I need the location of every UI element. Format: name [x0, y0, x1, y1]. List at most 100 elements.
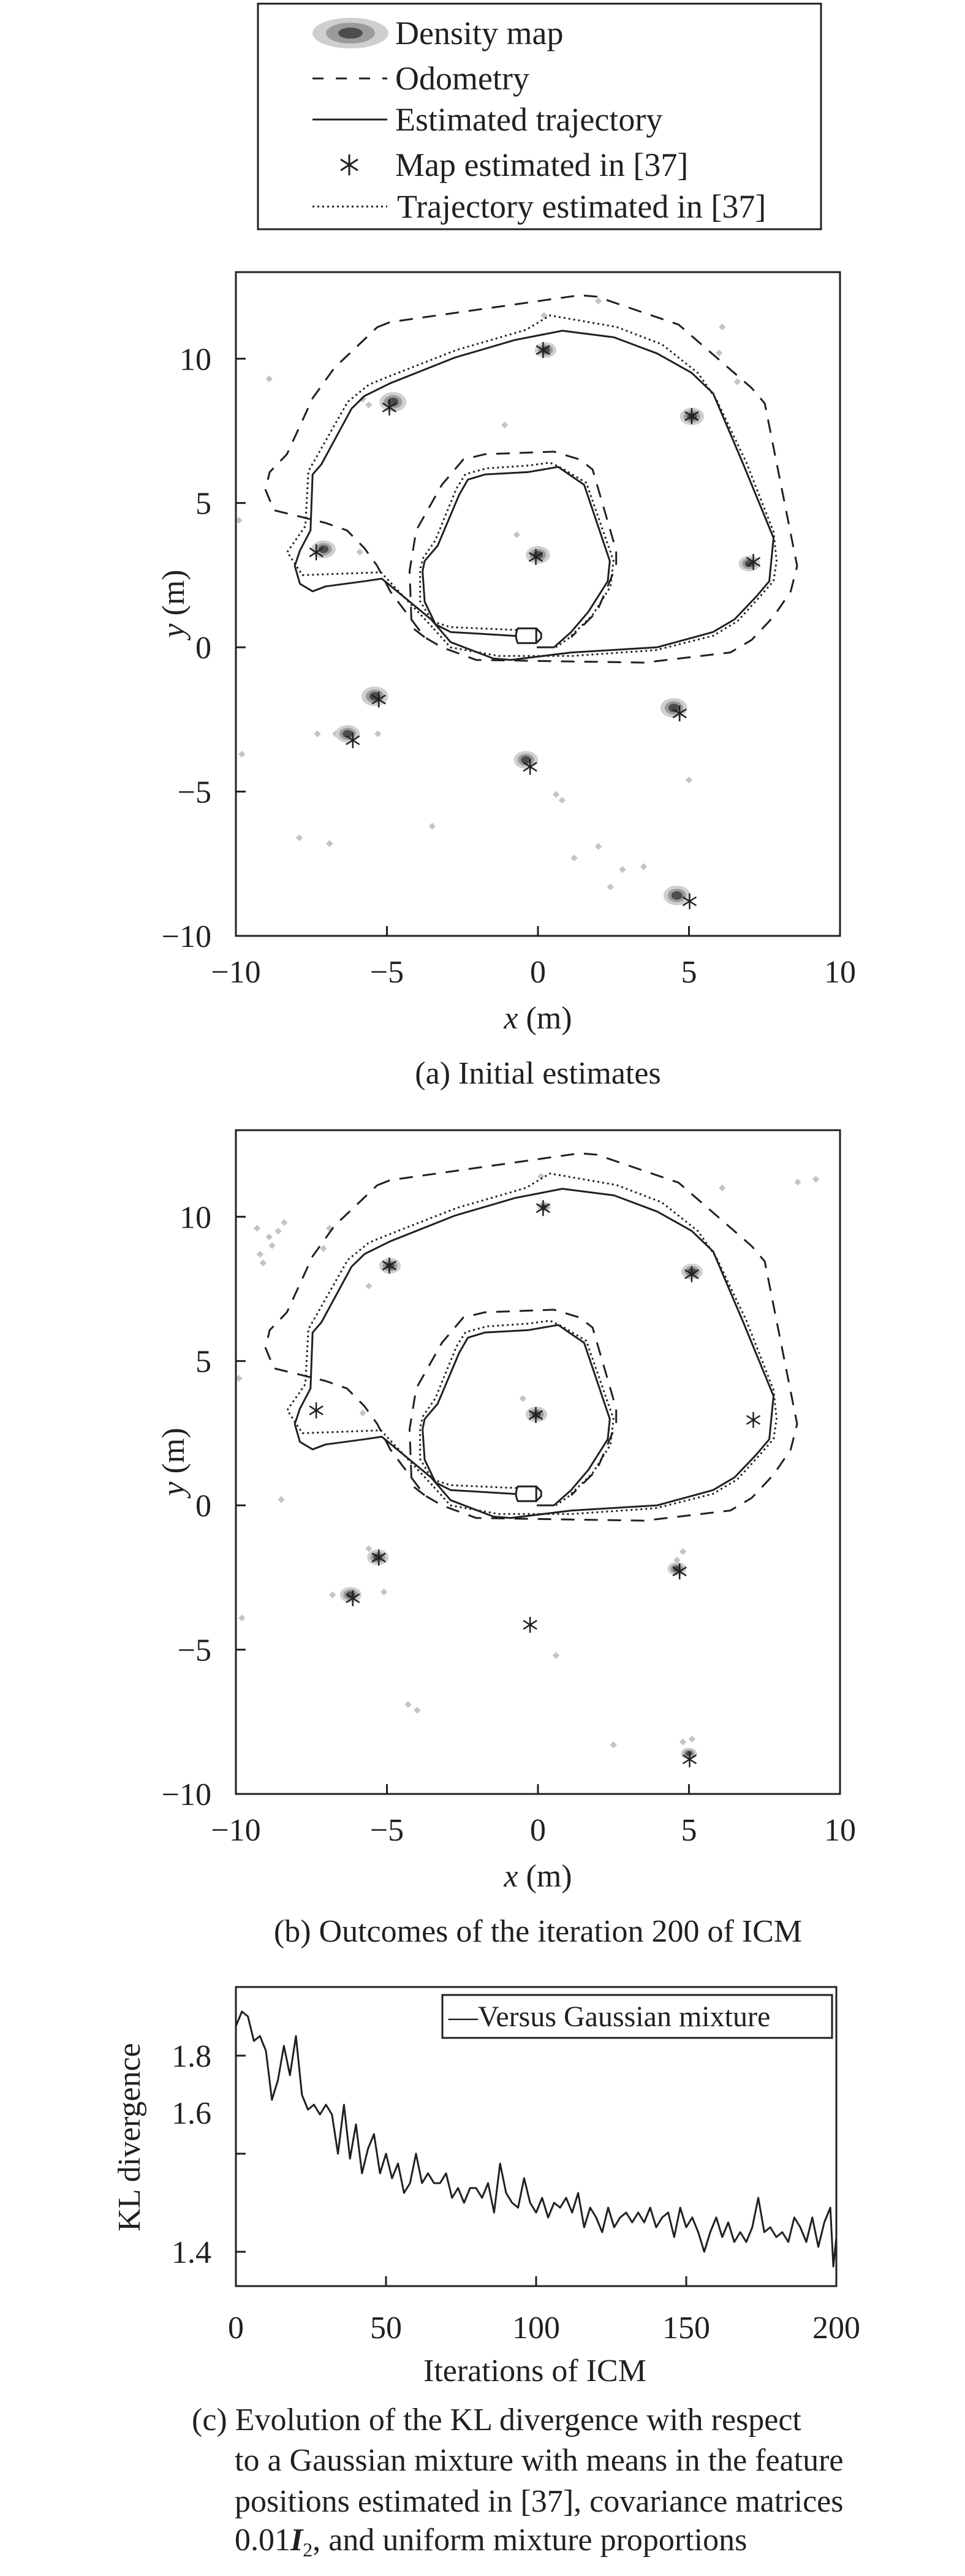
x-tick-label: −5 — [370, 1813, 404, 1848]
density-point — [320, 1245, 327, 1252]
density-point — [513, 531, 521, 539]
density-core — [521, 756, 531, 764]
map-37-marker — [382, 399, 397, 416]
density-point — [519, 1395, 527, 1402]
caption-b: (b) Outcomes of the iteration 200 of ICM — [274, 1914, 802, 1949]
density-point — [278, 1496, 285, 1503]
asterisk-stroke — [346, 735, 360, 745]
density-cluster — [311, 540, 336, 558]
asterisk-stroke — [684, 411, 699, 422]
x-tick-label: 0 — [228, 2311, 244, 2346]
asterisk-stroke — [309, 1405, 324, 1416]
map-37-marker — [682, 893, 697, 910]
estimated-trajectory-line — [293, 1188, 774, 1519]
plot-initial-estimates: −10 −5 0 5 10 −10 −5 0 5 10 — [162, 271, 856, 990]
legend-label: Odometry — [395, 60, 529, 97]
density-point — [501, 421, 509, 429]
density-point — [356, 549, 363, 556]
legend-frame — [257, 2, 822, 230]
legend-label: Map estimated in [37] — [395, 146, 688, 183]
density-point — [719, 323, 726, 331]
map-37-marker — [528, 1407, 543, 1423]
density-point — [281, 1219, 288, 1226]
caption-a: (a) Initial estimates — [415, 1056, 660, 1091]
map-37-marker — [309, 544, 324, 561]
density-point — [365, 1545, 373, 1552]
asterisk-stroke — [672, 708, 687, 719]
map-37-marker — [682, 1751, 697, 1768]
x-tick-label: 5 — [681, 1813, 697, 1848]
density-point — [329, 1591, 336, 1598]
asterisk-stroke — [535, 1203, 551, 1214]
asterisk-stroke — [528, 1410, 543, 1420]
density-point — [594, 297, 602, 305]
y-tick-label: 1.4 — [172, 2235, 211, 2270]
x-tick-label: −10 — [211, 955, 260, 990]
x-axis-label: x (m) — [503, 1859, 572, 1894]
density-point — [374, 730, 382, 738]
asterisk-stroke — [682, 896, 697, 906]
plot-iteration-200: −10 −5 0 5 10 −10 −5 0 5 10 — [162, 1129, 856, 1848]
density-point — [679, 1548, 687, 1556]
asterisk-stroke — [382, 1260, 397, 1271]
density-point — [607, 883, 614, 891]
density-point — [733, 378, 741, 386]
map-37-marker — [746, 553, 761, 570]
asterisk-stroke — [382, 402, 397, 412]
trajectory-37-line — [286, 1172, 778, 1515]
y-tick-label: 1.8 — [172, 2039, 211, 2074]
map-37-marker — [535, 1200, 551, 1217]
legend-item-estimated-trajectory: Estimated trajectory — [312, 101, 662, 138]
solid-line-icon: — — [448, 2000, 479, 2033]
density-point — [794, 1179, 801, 1186]
density-point — [404, 1701, 412, 1708]
robot-icon — [515, 1485, 542, 1502]
caption-line: positions estimated in [37], covariance … — [235, 2484, 843, 2519]
density-cluster — [335, 724, 360, 743]
density-cluster — [379, 392, 407, 412]
map-37-marker — [523, 759, 537, 775]
density-core — [671, 891, 683, 900]
x-tick-label: −5 — [370, 955, 404, 990]
density-point — [688, 1735, 696, 1743]
asterisk-stroke — [684, 1269, 699, 1280]
y-tick-label: −10 — [162, 1777, 211, 1812]
x-tick-label: 10 — [824, 955, 856, 990]
asterisk-stroke — [746, 1415, 761, 1425]
kl-legend-label: —Versus Gaussian mixture — [448, 2000, 770, 2033]
legend-label: Estimated trajectory — [395, 101, 662, 138]
x-tick-label: 10 — [824, 1813, 856, 1848]
density-core — [318, 545, 329, 553]
legend-item-density-map: Density map — [312, 15, 563, 51]
legend-label: Trajectory estimated in [37] — [397, 188, 766, 225]
estimated-trajectory-line — [422, 1324, 611, 1506]
density-point — [265, 1233, 273, 1241]
trajectory-37-line — [419, 1320, 615, 1506]
map-37-marker — [535, 342, 551, 359]
density-point — [235, 1375, 243, 1382]
asterisk-stroke — [371, 1552, 386, 1563]
density-point — [428, 823, 436, 830]
y-axis-label: y (m) — [156, 1427, 191, 1499]
y-axis-label: KL divergence — [112, 2043, 147, 2232]
asterisk-stroke — [309, 547, 324, 558]
legend-label: Density map — [395, 15, 563, 51]
density-core — [342, 730, 353, 738]
density-point — [314, 730, 321, 738]
y-tick-label: 5 — [195, 487, 211, 522]
density-ellipse-icon — [312, 18, 388, 48]
odometry-line — [409, 450, 618, 638]
map-37-marker — [746, 1411, 761, 1428]
map-37-marker — [523, 1617, 537, 1633]
density-point — [610, 1741, 617, 1749]
density-point — [570, 854, 578, 862]
y-tick-label: −10 — [162, 919, 211, 954]
caption-line: 0.01I2, and uniform mixture proportions — [235, 2523, 747, 2561]
x-tick-label: 5 — [681, 955, 697, 990]
density-core — [668, 704, 679, 713]
map-37-marker — [672, 1563, 687, 1579]
asterisk-stroke — [523, 762, 537, 772]
x-tick-label: −10 — [211, 1813, 260, 1848]
density-point — [359, 395, 366, 403]
